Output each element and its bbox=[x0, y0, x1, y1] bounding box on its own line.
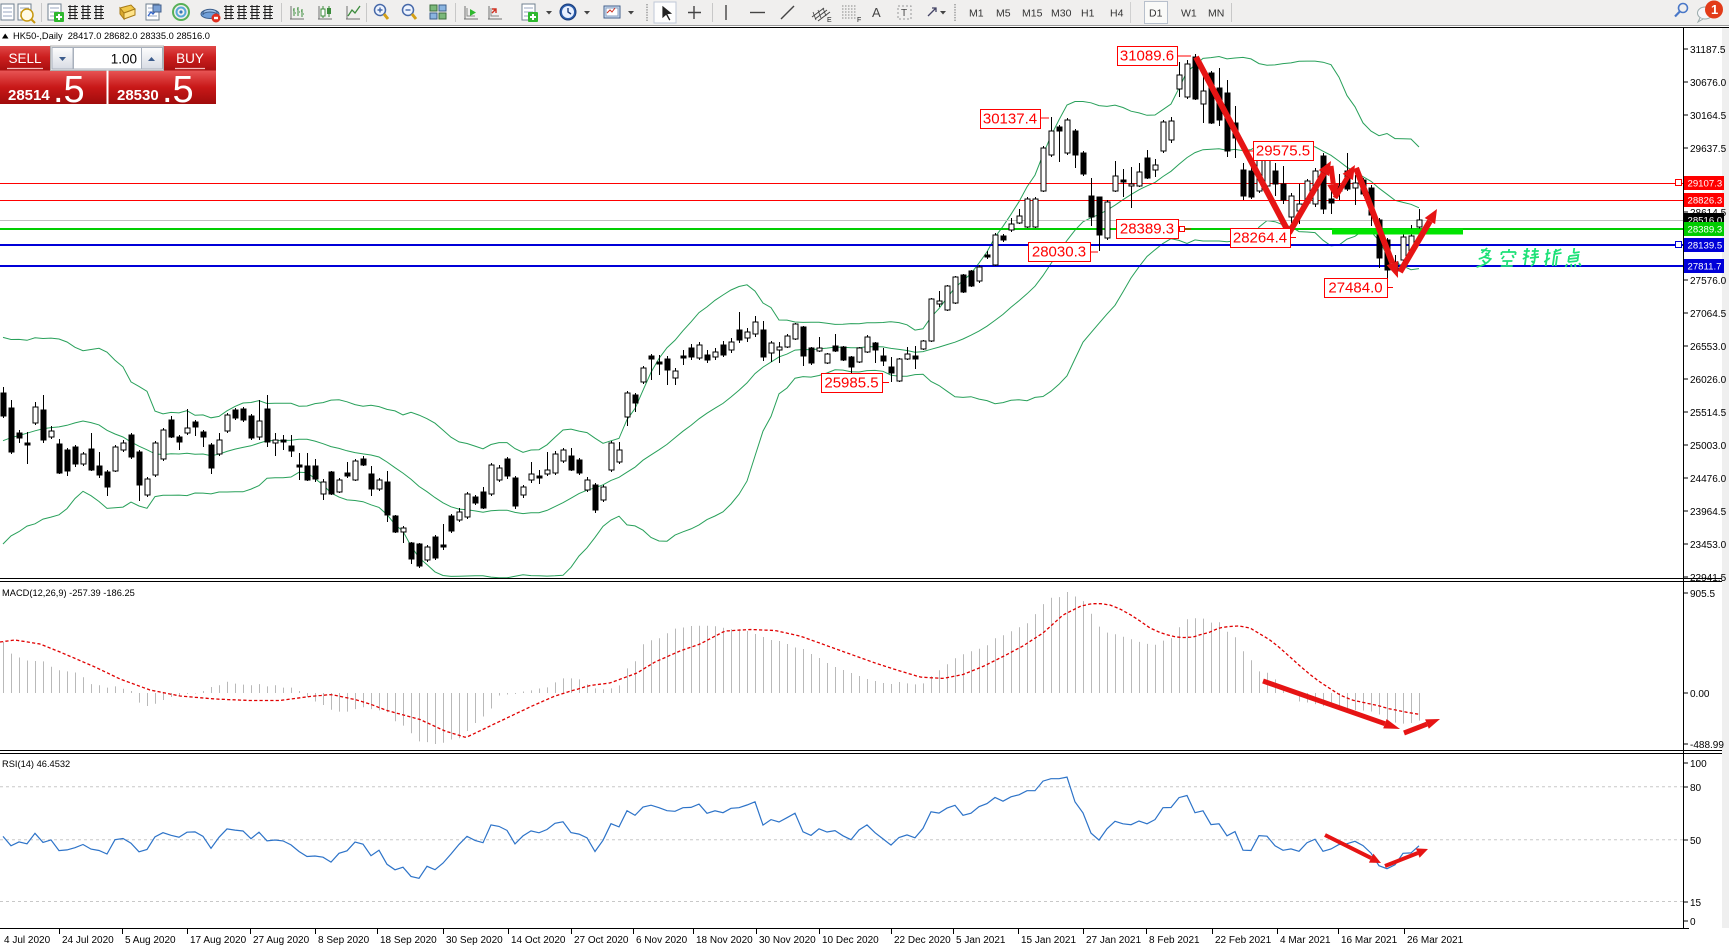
svg-text:22 Feb 2021: 22 Feb 2021 bbox=[1215, 935, 1272, 946]
svg-text:50: 50 bbox=[1690, 836, 1702, 847]
svg-text:30 Sep 2020: 30 Sep 2020 bbox=[446, 935, 503, 946]
svg-text:5 Aug 2020: 5 Aug 2020 bbox=[125, 935, 176, 946]
svg-text:T: T bbox=[901, 8, 907, 19]
svg-text:5 Jan 2021: 5 Jan 2021 bbox=[956, 935, 1006, 946]
svg-text:.5: .5 bbox=[53, 69, 85, 111]
svg-text:15 Jan 2021: 15 Jan 2021 bbox=[1021, 935, 1076, 946]
svg-text:24 Jul 2020: 24 Jul 2020 bbox=[62, 935, 114, 946]
svg-text:28139.5: 28139.5 bbox=[1688, 241, 1723, 252]
svg-text:28389.3: 28389.3 bbox=[1688, 225, 1723, 236]
svg-text:1: 1 bbox=[1711, 2, 1718, 17]
svg-text:29575.5: 29575.5 bbox=[1256, 143, 1310, 160]
svg-text:0.00: 0.00 bbox=[1690, 689, 1710, 700]
svg-text:28264.4: 28264.4 bbox=[1233, 230, 1287, 247]
svg-text:28826.3: 28826.3 bbox=[1688, 196, 1723, 207]
svg-text:23453.0: 23453.0 bbox=[1690, 540, 1727, 551]
svg-text:31187.5: 31187.5 bbox=[1690, 45, 1726, 56]
svg-text:100: 100 bbox=[1690, 759, 1707, 770]
svg-text:4 Jul 2020: 4 Jul 2020 bbox=[4, 935, 51, 946]
svg-text:28516.0: 28516.0 bbox=[1688, 216, 1723, 227]
svg-text:26553.0: 26553.0 bbox=[1690, 342, 1727, 353]
svg-text:-488.99: -488.99 bbox=[1690, 740, 1724, 751]
svg-text:M1: M1 bbox=[969, 8, 984, 20]
svg-text:H1: H1 bbox=[1081, 8, 1095, 20]
svg-text:BUY: BUY bbox=[176, 51, 204, 66]
svg-text:17 Aug 2020: 17 Aug 2020 bbox=[190, 935, 247, 946]
svg-text:14 Oct 2020: 14 Oct 2020 bbox=[511, 935, 566, 946]
svg-text:4 Mar 2021: 4 Mar 2021 bbox=[1280, 935, 1331, 946]
svg-text:25985.5: 25985.5 bbox=[824, 375, 878, 392]
svg-text:1.00: 1.00 bbox=[111, 52, 137, 67]
svg-text:M5: M5 bbox=[996, 8, 1011, 20]
svg-text:10 Dec 2020: 10 Dec 2020 bbox=[822, 935, 879, 946]
svg-text:28514: 28514 bbox=[8, 87, 50, 104]
svg-text:6 Nov 2020: 6 Nov 2020 bbox=[636, 935, 688, 946]
svg-text:27576.0: 27576.0 bbox=[1690, 276, 1727, 287]
svg-text:26026.0: 26026.0 bbox=[1690, 375, 1727, 386]
svg-text:27 Aug 2020: 27 Aug 2020 bbox=[253, 935, 310, 946]
svg-text:E: E bbox=[827, 17, 832, 24]
svg-text:18 Sep 2020: 18 Sep 2020 bbox=[380, 935, 437, 946]
svg-text:27811.7: 27811.7 bbox=[1688, 262, 1722, 273]
svg-text:MN: MN bbox=[1208, 8, 1224, 20]
svg-text:22941.5: 22941.5 bbox=[1690, 573, 1727, 584]
svg-text:8 Sep 2020: 8 Sep 2020 bbox=[318, 935, 370, 946]
svg-text:24476.0: 24476.0 bbox=[1690, 474, 1727, 485]
svg-text:905.5: 905.5 bbox=[1690, 589, 1715, 600]
svg-text:25003.0: 25003.0 bbox=[1690, 441, 1727, 452]
svg-text:8 Feb 2021: 8 Feb 2021 bbox=[1149, 935, 1200, 946]
svg-text:M15: M15 bbox=[1022, 8, 1043, 20]
svg-text:HK50-,Daily 28417.0 28682.0 2: HK50-,Daily 28417.0 28682.0 28335.0 2851… bbox=[13, 31, 210, 41]
svg-text:80: 80 bbox=[1690, 783, 1702, 794]
svg-text:30164.5: 30164.5 bbox=[1690, 111, 1727, 122]
svg-text:D1: D1 bbox=[1149, 8, 1163, 20]
svg-text:.5: .5 bbox=[162, 69, 194, 111]
svg-text:27064.5: 27064.5 bbox=[1690, 309, 1727, 320]
svg-text:30676.0: 30676.0 bbox=[1690, 78, 1727, 89]
svg-text:18 Nov 2020: 18 Nov 2020 bbox=[696, 935, 753, 946]
svg-text:0: 0 bbox=[1690, 917, 1696, 928]
svg-text:22 Dec 2020: 22 Dec 2020 bbox=[894, 935, 951, 946]
svg-text:31089.6: 31089.6 bbox=[1120, 48, 1174, 65]
svg-text:SELL: SELL bbox=[8, 51, 42, 66]
svg-text:27484.0: 27484.0 bbox=[1328, 280, 1382, 297]
svg-text:MACD(12,26,9) -257.39 -186.25: MACD(12,26,9) -257.39 -186.25 bbox=[2, 588, 135, 598]
svg-text:F: F bbox=[857, 17, 861, 24]
svg-text:30 Nov 2020: 30 Nov 2020 bbox=[759, 935, 816, 946]
svg-text:23964.5: 23964.5 bbox=[1690, 507, 1727, 518]
svg-text:H4: H4 bbox=[1110, 8, 1124, 20]
svg-text:28530: 28530 bbox=[117, 87, 159, 104]
svg-text:28030.3: 28030.3 bbox=[1032, 244, 1086, 261]
svg-text:16 Mar 2021: 16 Mar 2021 bbox=[1341, 935, 1398, 946]
svg-text:M30: M30 bbox=[1051, 8, 1072, 20]
svg-text:27 Oct 2020: 27 Oct 2020 bbox=[574, 935, 629, 946]
svg-text:28389.3: 28389.3 bbox=[1120, 221, 1174, 238]
svg-text:W1: W1 bbox=[1181, 8, 1197, 20]
svg-text:26 Mar 2021: 26 Mar 2021 bbox=[1407, 935, 1464, 946]
svg-text:A: A bbox=[872, 5, 881, 20]
svg-text:27 Jan 2021: 27 Jan 2021 bbox=[1086, 935, 1141, 946]
svg-text:RSI(14) 46.4532: RSI(14) 46.4532 bbox=[2, 759, 70, 769]
svg-text:25514.5: 25514.5 bbox=[1690, 408, 1727, 419]
svg-text:15: 15 bbox=[1690, 898, 1702, 909]
svg-text:30137.4: 30137.4 bbox=[983, 111, 1037, 128]
svg-text:29107.3: 29107.3 bbox=[1688, 179, 1723, 190]
svg-text:29637.5: 29637.5 bbox=[1690, 144, 1727, 155]
